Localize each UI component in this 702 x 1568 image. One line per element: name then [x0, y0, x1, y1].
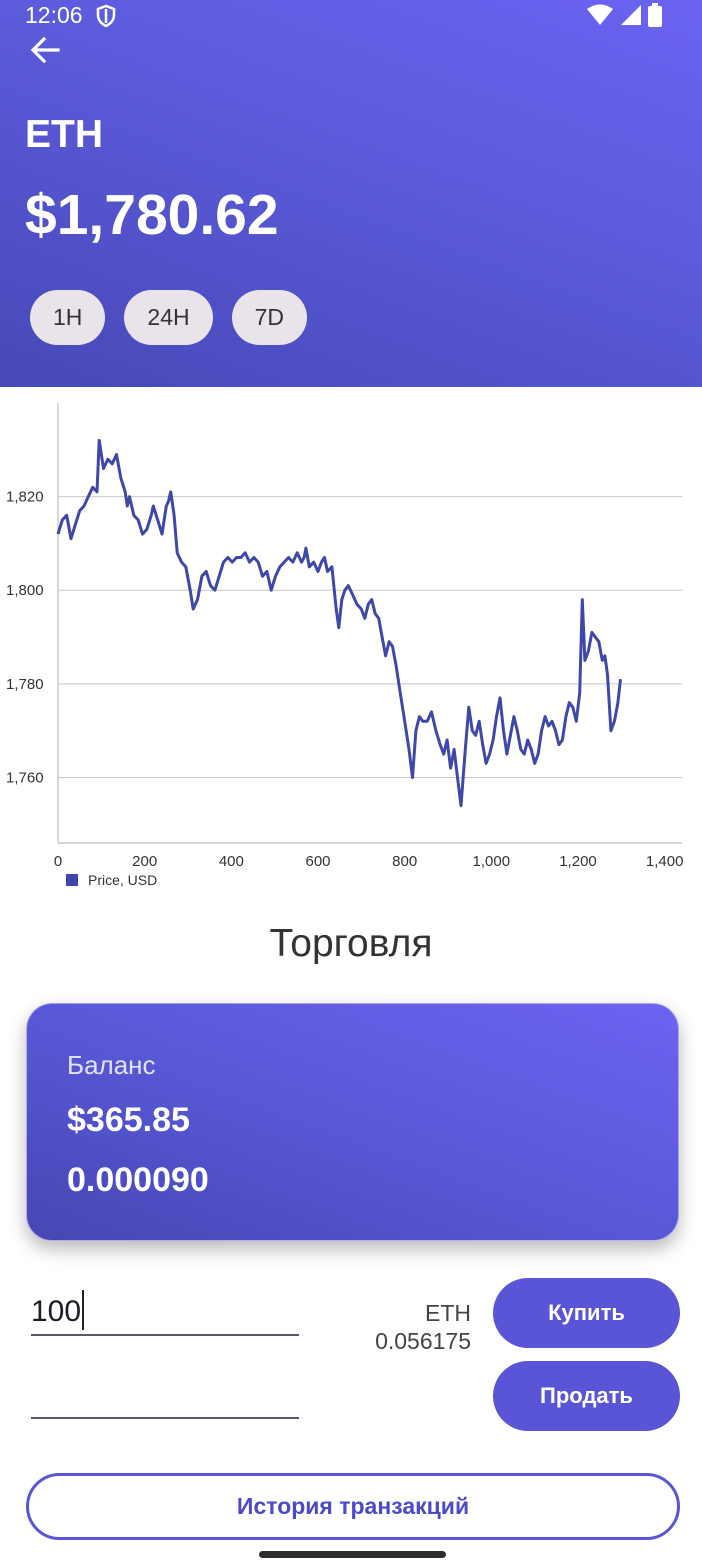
buy-button[interactable]: Купить — [493, 1278, 680, 1348]
wifi-icon — [587, 4, 613, 25]
status-icons — [586, 3, 662, 27]
back-arrow-icon[interactable] — [28, 33, 62, 67]
range-chip-7d[interactable]: 7D — [231, 290, 308, 345]
navigation-handle[interactable] — [259, 1551, 446, 1558]
battery-icon — [648, 3, 662, 27]
x-tick-label: 600 — [305, 853, 330, 870]
balance-label: Баланс — [67, 1050, 156, 1080]
header: 12:06 ETH $1,780.62 — [0, 0, 702, 387]
legend-swatch — [66, 874, 78, 886]
sell-button[interactable]: Продать — [493, 1361, 680, 1431]
balance-coin: 0.000090 — [67, 1161, 209, 1199]
signal-icon — [621, 5, 641, 25]
y-tick-label: 1,800 — [6, 582, 44, 599]
x-tick-label: 1,000 — [473, 853, 511, 870]
y-tick-label: 1,760 — [6, 769, 44, 786]
price-chart-svg: 1,760 1,780 1,800 1,820 0 200 400 600 800 1,000 1,… — [6, 403, 684, 888]
status-time: 12:06 — [25, 2, 83, 28]
x-tick-label: 800 — [392, 853, 417, 870]
price-chart: 1,760 1,780 1,800 1,820 0 200 400 600 800 1,000 1,… — [0, 395, 702, 895]
legend-label: Price, USD — [88, 872, 157, 888]
amount-input[interactable] — [31, 1290, 299, 1336]
x-tick-label: 200 — [132, 853, 157, 870]
coin-symbol: ETH — [25, 113, 103, 156]
text-cursor — [82, 1290, 84, 1330]
x-tick-label: 0 — [54, 853, 62, 870]
trading-title: Торговля — [269, 922, 433, 965]
x-tick-label: 400 — [219, 853, 244, 870]
conversion-amount: 0.056175 — [375, 1328, 471, 1354]
price-line — [56, 438, 622, 808]
range-chip-24h[interactable]: 24H — [124, 290, 213, 345]
transaction-history-button[interactable]: История транзакций — [26, 1473, 680, 1540]
conversion-coin: ETH — [425, 1300, 471, 1326]
coin-price: $1,780.62 — [25, 183, 279, 247]
status-bar: 12:06 — [0, 0, 702, 30]
balance-usd: $365.85 — [67, 1101, 190, 1139]
y-tick-label: 1,820 — [6, 489, 44, 506]
y-tick-label: 1,780 — [6, 676, 44, 693]
shield-icon — [96, 4, 116, 28]
time-range-tabs: 1H 24H 7D — [30, 290, 308, 345]
range-chip-1h[interactable]: 1H — [30, 290, 106, 345]
x-tick-label: 1,400 — [646, 853, 684, 870]
x-tick-label: 1,200 — [559, 853, 597, 870]
second-amount-input[interactable] — [31, 1373, 299, 1419]
balance-card: Баланс $365.85 0.000090 — [26, 1003, 679, 1241]
